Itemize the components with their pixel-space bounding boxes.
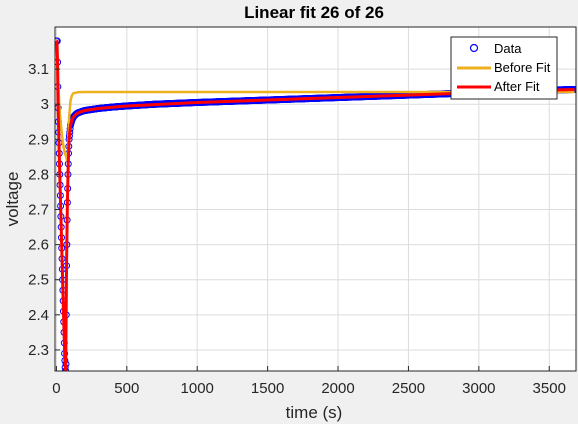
x-tick-label: 2500 bbox=[392, 380, 425, 397]
y-tick-label: 2.6 bbox=[28, 237, 49, 254]
y-tick-label: 2.8 bbox=[28, 166, 49, 183]
y-axis-label: voltage bbox=[3, 172, 22, 227]
y-tick-label: 2.9 bbox=[28, 131, 49, 148]
legend-items: Data Before Fit After Fit bbox=[457, 41, 551, 94]
legend-entry-label: Before Fit bbox=[494, 60, 551, 75]
y-tick-label: 2.7 bbox=[28, 202, 49, 219]
plot-frame bbox=[54, 26, 577, 372]
y-tick-label: 3 bbox=[41, 96, 49, 113]
x-axis-ticks: 0 500 1000 1500 2000 2500 3000 3500 bbox=[52, 366, 566, 397]
x-tick-label: 500 bbox=[114, 380, 139, 397]
y-tick-label: 2.3 bbox=[28, 342, 49, 359]
x-tick-label: 1500 bbox=[251, 380, 284, 397]
x-tick-label: 3000 bbox=[462, 380, 495, 397]
x-tick-label: 2000 bbox=[321, 380, 354, 397]
legend-entry-label: After Fit bbox=[494, 79, 540, 94]
x-tick-label: 1000 bbox=[181, 380, 214, 397]
series-after-fit-line bbox=[55, 39, 575, 371]
x-axis-label: time (s) bbox=[286, 403, 343, 422]
legend-data-marker bbox=[469, 43, 479, 53]
x-tick-label: 3500 bbox=[533, 380, 566, 397]
y-tick-label: 3.1 bbox=[28, 61, 49, 78]
y-tick-label: 2.4 bbox=[28, 307, 49, 324]
legend-entry-label: Data bbox=[494, 41, 522, 56]
y-tick-label: 2.5 bbox=[28, 272, 49, 289]
legend[interactable]: Data Before Fit After Fit bbox=[450, 36, 558, 100]
x-tick-label: 0 bbox=[52, 380, 60, 397]
y-axis-ticks: 2.3 2.4 2.5 2.6 2.7 2.8 2.9 3 3.1 bbox=[28, 61, 60, 359]
chart-title: Linear fit 26 of 26 bbox=[244, 3, 384, 22]
